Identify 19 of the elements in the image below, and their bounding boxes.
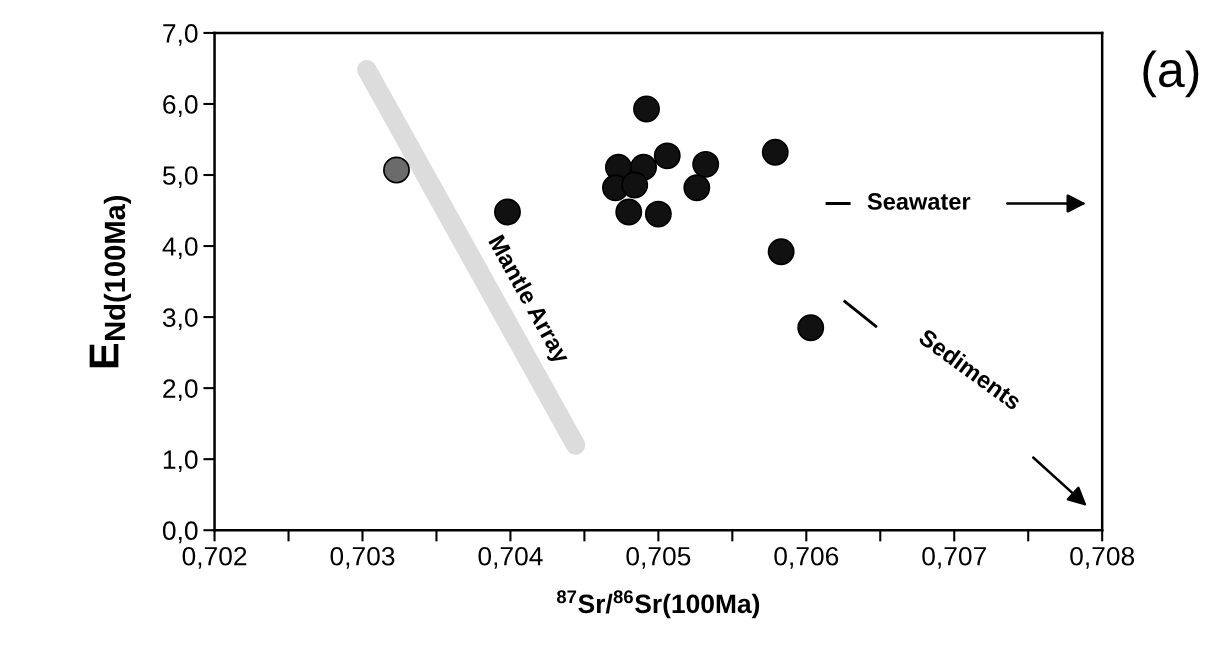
x-tick-label: 0,704 [478,546,543,569]
x-axis-title: $^{87}$Sr/$^{86}$Sr(100Ma) [556,590,760,619]
y-tick-label: 1,0 [163,450,198,473]
y-tick-label: 2,0 [163,379,198,402]
x-tick-label: 0,706 [774,546,839,569]
y-tick-label: 5,0 [162,166,198,188]
y-tick-label: 7,0 [163,24,198,46]
y-tick-label: 3,0 [162,308,198,331]
text: (a) [1143,50,1199,98]
x-tick-label: 0,708 [1070,546,1135,569]
y-tick-label: 0,0 [162,521,198,544]
y-axis-title: E$_{Nd(100Ma)}$ [89,195,131,368]
x-tick-label: 0,703 [330,546,395,569]
annotation: Seawater [867,193,971,210]
y-tick-label: 6,0 [163,95,198,117]
x-tick-label: 0,705 [626,546,691,569]
x-tick-label: 0,702 [182,546,247,569]
x-tick-label: 0,707 [922,546,986,569]
y-tick-label: 4,0 [162,237,198,259]
